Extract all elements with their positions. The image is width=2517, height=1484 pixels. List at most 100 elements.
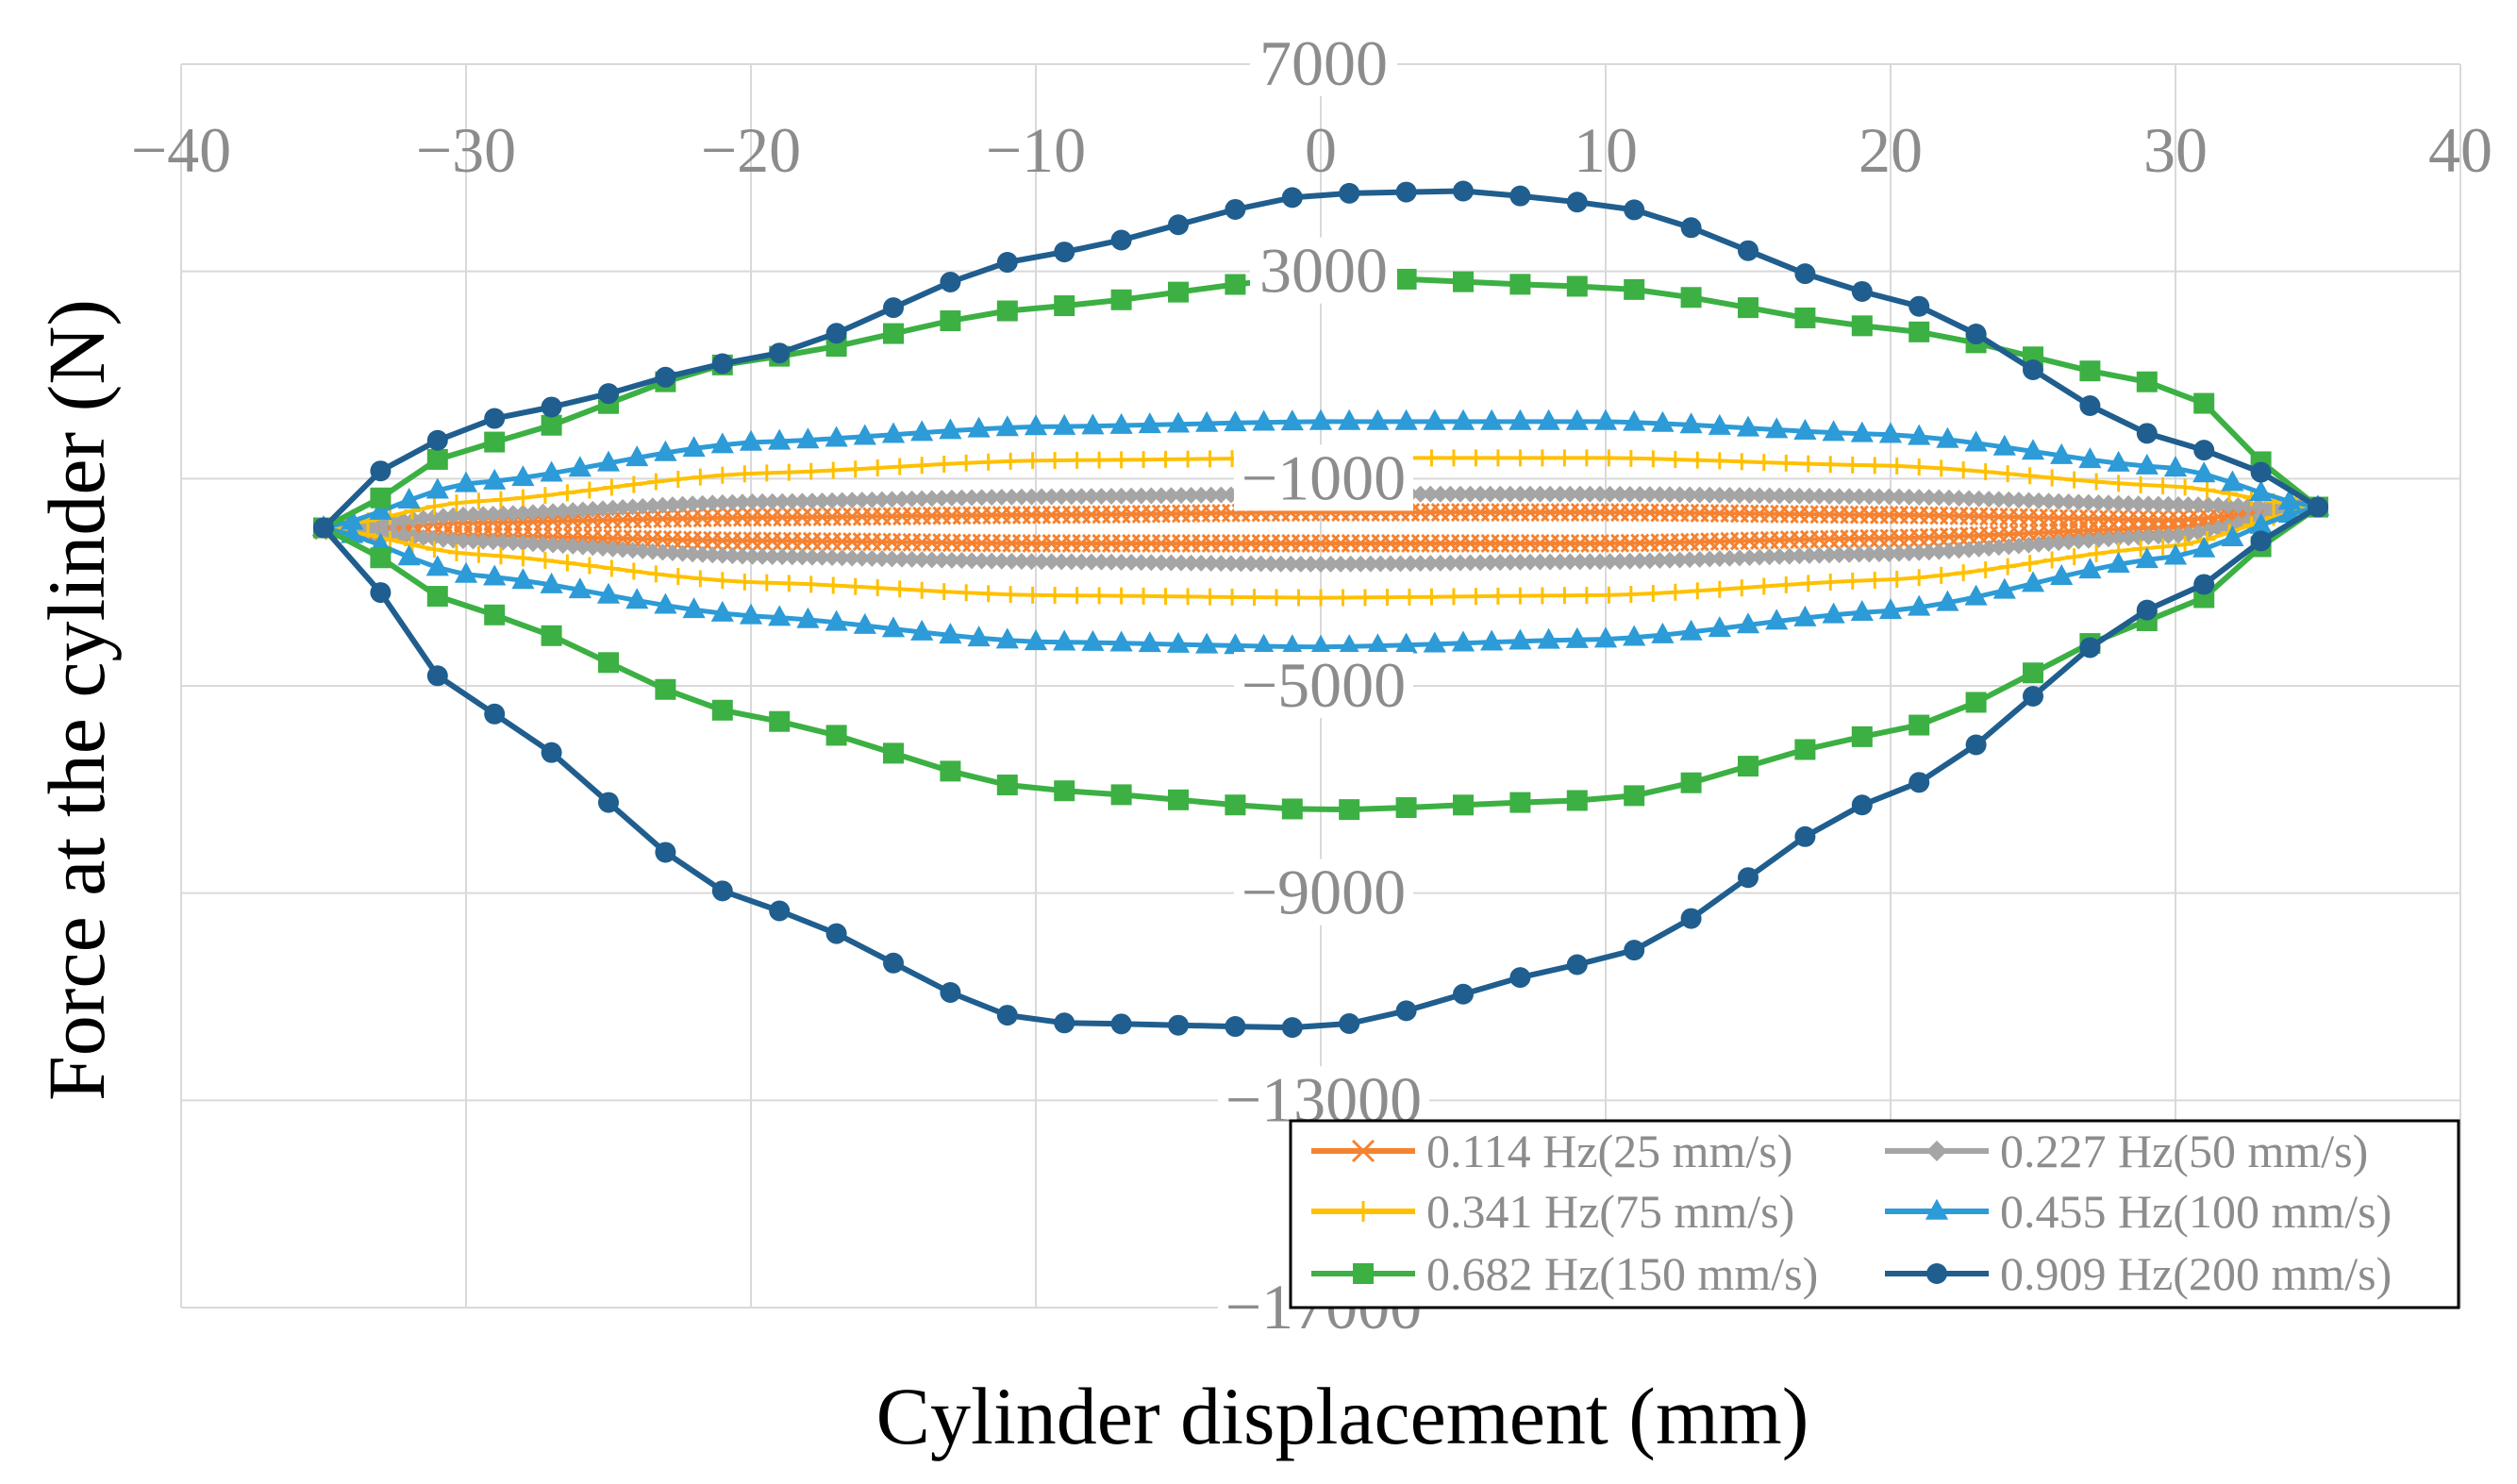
data-point	[2170, 495, 2188, 513]
data-point	[647, 473, 665, 491]
data-point	[1965, 324, 1987, 345]
legend-label: 0.114 Hz(25 mm/s)	[1426, 1125, 1792, 1177]
data-point	[1395, 181, 1417, 203]
data-point	[1689, 451, 1707, 469]
data-point	[983, 489, 1001, 507]
data-point	[1312, 589, 1329, 607]
data-point	[1162, 554, 1180, 572]
data-point	[846, 577, 864, 595]
data-point	[1880, 544, 1898, 562]
data-point	[1381, 555, 1399, 573]
data-point	[2209, 496, 2227, 514]
y-tick-label: −9000	[1242, 857, 1406, 928]
data-point	[1601, 485, 1619, 503]
data-point	[873, 491, 891, 509]
data-point	[992, 488, 1010, 506]
data-point	[1926, 1263, 1947, 1284]
data-point	[1909, 321, 1930, 342]
data-point	[1900, 488, 1918, 506]
data-point	[1224, 633, 1247, 655]
data-point	[1521, 553, 1539, 571]
data-point	[447, 494, 465, 512]
data-point	[426, 665, 448, 687]
data-point	[758, 574, 775, 592]
data-point	[1822, 420, 1845, 442]
data-point	[983, 552, 1001, 570]
data-point	[492, 547, 509, 565]
data-point	[2190, 496, 2208, 514]
data-point	[1091, 451, 1108, 469]
data-point	[1577, 587, 1595, 605]
data-point	[893, 550, 911, 568]
data-point	[541, 414, 562, 436]
data-point	[1926, 1141, 1947, 1161]
data-point	[1489, 449, 1507, 467]
data-point	[2250, 461, 2272, 483]
data-point	[1990, 491, 2008, 509]
data-point	[1880, 488, 1898, 506]
data-point	[1738, 297, 1759, 319]
data-point	[669, 568, 687, 586]
data-point	[1710, 486, 1728, 504]
data-point	[1351, 1139, 1375, 1163]
data-point	[540, 460, 563, 482]
data-point	[713, 546, 731, 564]
data-point	[1339, 799, 1360, 821]
data-point	[544, 503, 562, 521]
data-point	[1281, 1017, 1303, 1039]
tick-layer: −40 −30 −20 −10 0 10 20 30 40 7000 3000 −1000 −5000 −…	[131, 27, 2492, 1342]
data-point	[1472, 485, 1490, 503]
data-point	[2090, 493, 2108, 511]
data-point	[1182, 554, 1200, 572]
legend-label: 0.227 Hz(50 mm/s)	[2000, 1125, 2368, 1177]
data-point	[1976, 561, 1994, 579]
data-point	[1082, 553, 1100, 571]
data-point	[1467, 449, 1485, 467]
x-tick-label: 20	[1859, 114, 1923, 186]
legend-entry-1: 0.114 Hz(25 mm/s)	[1311, 1125, 1792, 1177]
data-point	[369, 498, 392, 520]
data-point	[2043, 469, 2061, 487]
data-point	[1152, 554, 1170, 572]
data-point	[1850, 600, 1874, 622]
data-point	[1173, 487, 1191, 505]
data-point	[973, 489, 991, 507]
data-point	[1202, 554, 1220, 572]
data-point	[995, 627, 1019, 649]
data-point	[1073, 488, 1091, 506]
data-point	[979, 453, 997, 471]
data-point	[711, 699, 733, 721]
data-point	[1566, 275, 1588, 297]
data-point	[1509, 792, 1531, 813]
data-point	[574, 501, 592, 519]
data-point	[504, 505, 522, 523]
y-tick-label: 7000	[1259, 27, 1388, 99]
data-point	[769, 900, 791, 922]
data-point	[2176, 536, 2194, 554]
data-point	[1442, 485, 1459, 503]
data-point	[1062, 553, 1080, 571]
data-point	[1192, 554, 1210, 572]
data-point	[1581, 553, 1599, 571]
data-point	[1679, 412, 1703, 434]
data-point	[1900, 544, 1918, 562]
data-point	[1353, 1263, 1374, 1284]
data-point	[370, 460, 392, 482]
data-point	[1641, 552, 1659, 570]
data-point	[1073, 553, 1091, 571]
data-point	[655, 842, 676, 863]
data-point	[1660, 551, 1678, 569]
data-point	[554, 502, 572, 520]
data-point	[1023, 488, 1041, 506]
data-point	[2193, 574, 2215, 595]
data-point	[514, 549, 532, 567]
data-point	[996, 300, 1018, 322]
data-point	[733, 547, 751, 565]
data-point	[2079, 531, 2097, 549]
data-point	[1339, 1013, 1360, 1035]
data-point	[1332, 555, 1350, 573]
data-point	[414, 528, 432, 546]
data-point	[1202, 486, 1220, 504]
data-point	[1481, 485, 1499, 503]
data-point	[996, 775, 1018, 796]
